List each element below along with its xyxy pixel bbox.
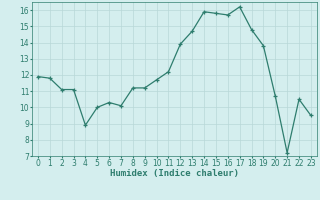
X-axis label: Humidex (Indice chaleur): Humidex (Indice chaleur) xyxy=(110,169,239,178)
